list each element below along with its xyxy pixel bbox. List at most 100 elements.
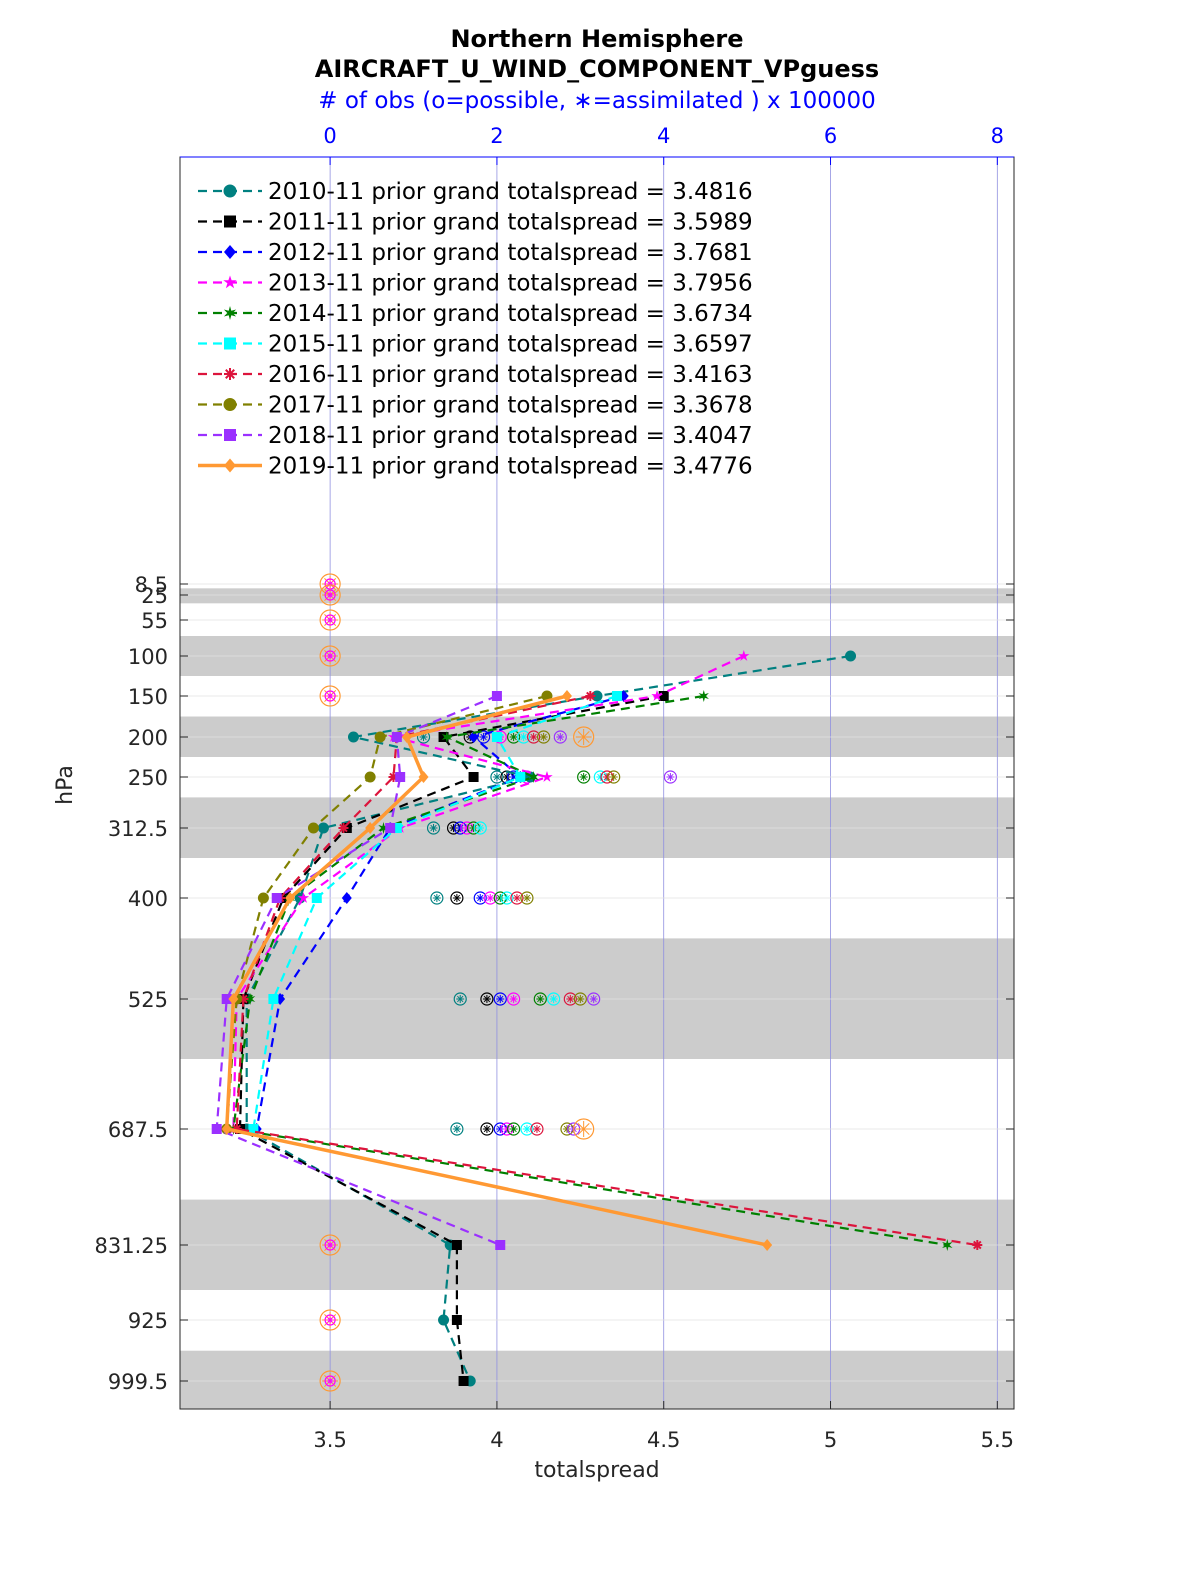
obs-assimilated-stroke <box>453 1125 461 1133</box>
obs-assimilated-stroke <box>550 995 557 1003</box>
obs-possible-circle <box>450 1122 464 1136</box>
y-tick-label: 831.25 <box>95 1234 168 1258</box>
obs-possible-circle <box>324 614 336 626</box>
legend-label: 2013-11 prior grand totalspread = 3.7956 <box>268 271 753 297</box>
data-point <box>221 1123 232 1135</box>
obs-marker <box>573 992 587 1006</box>
obs-possible-circle <box>527 730 541 744</box>
obs-assimilated-stroke <box>523 894 531 902</box>
series-9 <box>211 691 506 1250</box>
x-tick-label: 5 <box>824 1428 837 1452</box>
data-point <box>845 650 857 662</box>
obs-assimilated-stroke <box>510 733 517 741</box>
data-point <box>401 731 412 743</box>
data-point <box>297 892 310 903</box>
legend-entry: 2017-11 prior grand totalspread = 3.3678 <box>198 393 753 419</box>
obs-assimilated-stroke <box>530 733 537 741</box>
top-tick-label: 0 <box>323 124 336 148</box>
y-tick-label: 925 <box>128 1309 168 1333</box>
data-point <box>561 690 572 702</box>
obs-possible-circle <box>587 992 601 1006</box>
obs-assimilated-stroke <box>327 653 333 659</box>
series-line <box>232 694 948 1247</box>
data-point <box>942 1239 953 1251</box>
y-tick-label: 312.5 <box>108 817 168 841</box>
obs-assimilated-stroke <box>493 773 501 781</box>
data-point <box>221 994 232 1004</box>
legend-marker <box>223 398 237 411</box>
obs-assimilated-stroke <box>420 733 427 741</box>
obs-marker <box>324 650 336 662</box>
legend-entry: 2015-11 prior grand totalspread = 3.6597 <box>198 332 753 358</box>
y-tick-label: 687.5 <box>108 1118 168 1142</box>
obs-possible-circle <box>480 992 494 1006</box>
obs-possible-circle <box>450 891 464 905</box>
obs-assimilated-stroke <box>497 1125 504 1133</box>
obs-marker <box>324 589 336 601</box>
obs-marker <box>506 1122 521 1136</box>
data-point <box>458 1376 469 1386</box>
legend-entry: 2018-11 prior grand totalspread = 3.4047 <box>198 423 753 449</box>
data-point <box>491 732 502 742</box>
obs-possible-circle <box>493 992 507 1006</box>
y-tick-label: 25 <box>141 584 168 608</box>
legend-label: 2016-11 prior grand totalspread = 3.4163 <box>268 362 753 388</box>
obs-marker <box>453 992 467 1006</box>
data-point <box>311 893 322 903</box>
data-point <box>391 732 402 742</box>
series-8 <box>221 690 553 1135</box>
obs-possible-circle <box>506 992 521 1006</box>
data-point <box>365 822 376 834</box>
legend-label: 2011-11 prior grand totalspread = 3.5989 <box>268 210 753 236</box>
shaded-band <box>180 588 1014 604</box>
legend-label: 2010-11 prior grand totalspread = 3.4816 <box>268 179 753 205</box>
obs-assimilated-stroke <box>603 773 611 781</box>
obs-assimilated-stroke <box>470 824 477 832</box>
legend-marker <box>224 458 236 473</box>
obs-assimilated-stroke <box>327 617 333 623</box>
y-tick-label: 525 <box>128 988 168 1012</box>
obs-possible-circle <box>480 1122 494 1136</box>
obs-marker <box>430 891 444 905</box>
obs-possible-circle <box>537 730 551 744</box>
obs-assimilated-stroke <box>533 1125 541 1133</box>
x-tick-label: 4 <box>490 1428 503 1452</box>
legend-marker <box>224 337 236 350</box>
obs-assimilated-stroke <box>497 894 504 902</box>
legend-entry: 2016-11 prior grand totalspread = 3.4163 <box>198 362 753 388</box>
obs-assimilated-stroke <box>450 824 457 832</box>
obs-assimilated-stroke <box>477 894 484 902</box>
legend-label: 2017-11 prior grand totalspread = 3.3678 <box>268 393 753 419</box>
chart-title-line-1: Northern Hemisphere <box>450 25 743 53</box>
data-point <box>438 1314 450 1326</box>
series-line <box>245 654 851 1382</box>
obs-assimilated-stroke <box>540 733 547 741</box>
obs-assimilated-stroke <box>497 995 504 1003</box>
data-point <box>468 731 479 743</box>
data-point <box>528 771 539 783</box>
data-point <box>468 772 479 782</box>
legend-entry: 2019-11 prior grand totalspread = 3.4776 <box>198 454 753 480</box>
obs-assimilated-stroke <box>577 995 584 1003</box>
data-point <box>378 822 389 834</box>
data-point <box>738 650 750 661</box>
obs-possible-circle <box>573 1118 595 1140</box>
data-point <box>338 823 349 833</box>
chart-title-line-2: AIRCRAFT_U_WIND_COMPONENT_VPguess <box>315 55 879 83</box>
obs-possible-circle <box>500 891 514 905</box>
obs-possible-circle <box>319 609 341 631</box>
data-point <box>651 690 663 701</box>
obs-marker <box>533 992 547 1006</box>
obs-marker <box>493 992 507 1006</box>
top-tick-label: 8 <box>991 124 1004 148</box>
obs-marker <box>547 992 561 1006</box>
legend-label: 2018-11 prior grand totalspread = 3.4047 <box>268 423 753 449</box>
data-point <box>257 892 269 904</box>
obs-assimilated-stroke <box>537 995 544 1003</box>
top-tick-label: 6 <box>824 124 837 148</box>
obs-possible-circle <box>663 770 677 784</box>
legend-entry: 2010-11 prior grand totalspread = 3.4816 <box>198 179 753 205</box>
obs-assimilated-stroke <box>610 773 617 781</box>
obs-possible-circle <box>573 992 587 1006</box>
